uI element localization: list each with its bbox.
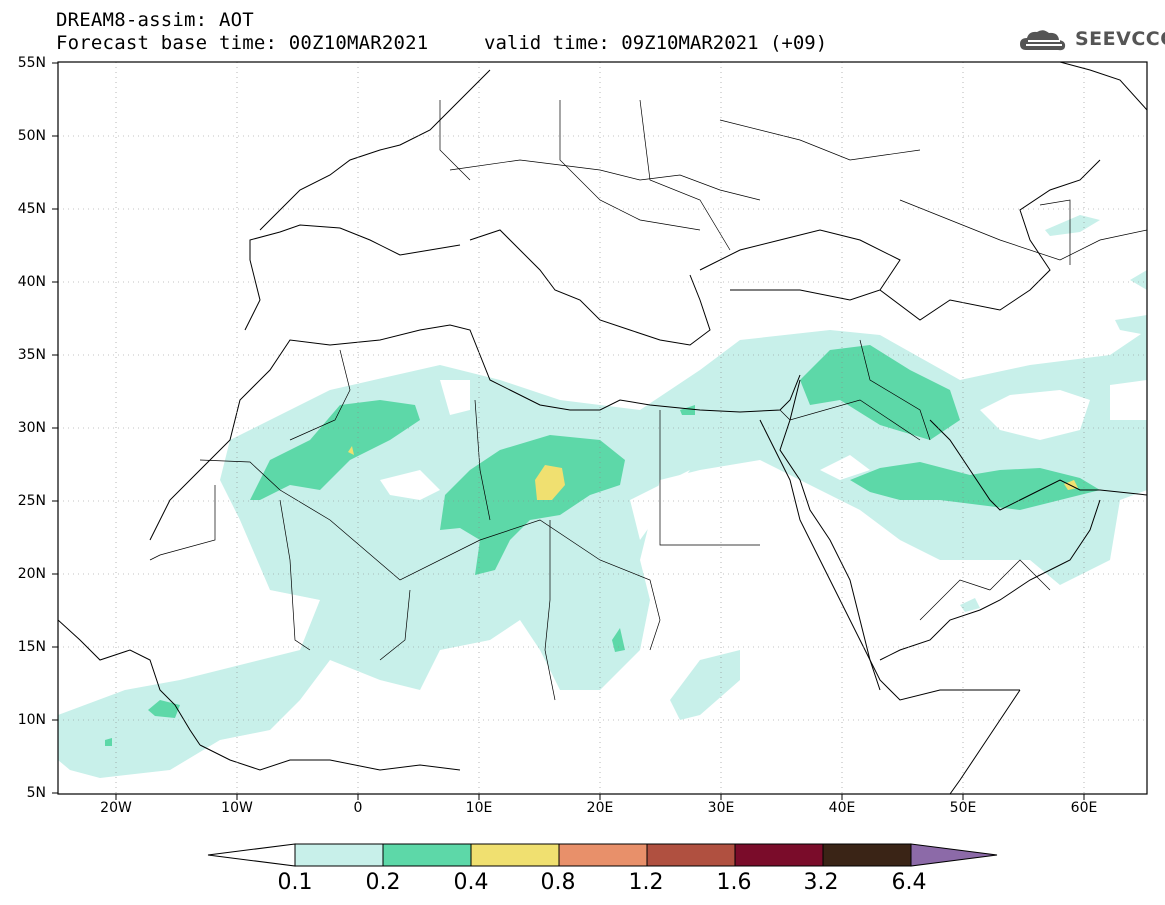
- lon-label: 60E: [1070, 800, 1098, 816]
- colorbar-label: 0.2: [365, 870, 401, 895]
- lat-label: 5N: [26, 785, 46, 801]
- lon-label: 10W: [221, 800, 253, 816]
- colorbar-label: 0.8: [540, 870, 576, 895]
- map-title: DREAM8-assim: AOT: [56, 9, 254, 31]
- coastlines: [58, 62, 1147, 794]
- lat-label: 50N: [17, 128, 46, 144]
- lat-label: 30N: [17, 420, 46, 436]
- logo-text: SEEVCCC: [1075, 28, 1165, 50]
- colorbar-label: 6.4: [891, 870, 927, 895]
- colorbar-label: 3.2: [803, 870, 839, 895]
- axis-ticks: [52, 62, 1085, 800]
- lat-label: 15N: [17, 639, 46, 655]
- colorbar-label: 0.4: [453, 870, 489, 895]
- lon-label: 30E: [707, 800, 735, 816]
- forecast-base-time: Forecast base time: 00Z10MAR2021: [56, 32, 429, 54]
- grid-lines: [58, 62, 1147, 794]
- colorbar-label: 0.1: [277, 870, 313, 895]
- aot-clear-areas: [380, 380, 1147, 580]
- lat-label: 45N: [17, 201, 46, 217]
- lat-label: 20N: [17, 566, 46, 582]
- lon-label: 50E: [949, 800, 977, 816]
- cloud-logo-icon: [1020, 30, 1066, 51]
- lat-label: 10N: [17, 712, 46, 728]
- lon-label: 10E: [465, 800, 493, 816]
- aot-level-0.2: [105, 345, 1100, 746]
- lon-label: 40E: [828, 800, 856, 816]
- lat-label: 35N: [17, 347, 46, 363]
- lon-label: 20W: [100, 800, 132, 816]
- lat-label: 55N: [17, 55, 46, 71]
- country-borders: [149, 99, 1147, 701]
- colorbar-label: 1.2: [628, 870, 664, 895]
- lat-label: 25N: [17, 493, 46, 509]
- colorbar-label: 1.6: [716, 870, 752, 895]
- lat-label: 40N: [17, 274, 46, 290]
- lon-label: 0: [353, 800, 363, 816]
- valid-time: valid time: 09Z10MAR2021 (+09): [484, 32, 828, 54]
- lon-label: 20E: [586, 800, 614, 816]
